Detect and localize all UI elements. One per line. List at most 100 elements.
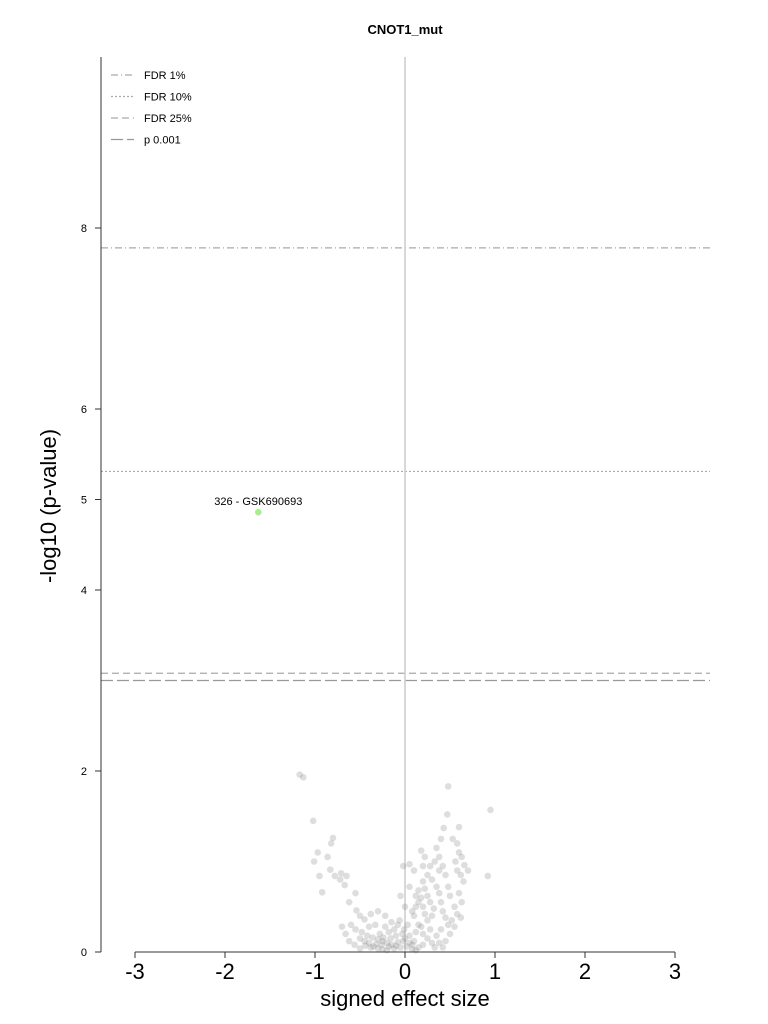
chart-title: CNOT1_mut [367, 22, 443, 37]
data-point [410, 912, 418, 920]
data-point [421, 853, 429, 861]
data-point [451, 923, 458, 930]
data-point [439, 862, 447, 870]
data-point [440, 824, 448, 832]
data-point [351, 941, 358, 949]
data-point [388, 918, 395, 926]
data-point [390, 945, 398, 952]
data-point [390, 926, 398, 933]
data-point [426, 898, 434, 906]
data-point [356, 912, 364, 920]
data-points [296, 771, 494, 954]
data-point [314, 849, 322, 856]
data-point [415, 898, 422, 906]
data-point [361, 916, 368, 923]
data-point [457, 871, 465, 879]
data-point [353, 907, 360, 914]
data-point [435, 867, 443, 874]
data-point [453, 910, 461, 918]
data-point [439, 907, 447, 915]
x-tick-label: 1 [489, 959, 501, 984]
data-point [444, 921, 452, 929]
data-point [374, 945, 382, 952]
data-point [428, 912, 436, 920]
data-point [331, 872, 339, 880]
data-point [327, 840, 335, 847]
highlight-group: 326 - GSK690693 [214, 496, 302, 516]
data-point [310, 858, 318, 865]
data-point [444, 811, 451, 818]
data-point [338, 923, 346, 930]
highlight-point [254, 508, 262, 516]
data-point [401, 903, 409, 911]
data-point [437, 926, 445, 933]
x-tick-label: -3 [125, 959, 145, 984]
data-point [406, 883, 413, 891]
data-point [378, 941, 385, 949]
x-tick-label: 3 [669, 959, 681, 984]
legend-label: FDR 10% [144, 92, 192, 104]
y-tick-label: 0 [81, 947, 87, 959]
data-point [419, 930, 427, 938]
data-point [356, 945, 364, 952]
data-point [412, 903, 420, 911]
data-point [396, 917, 403, 924]
data-point [455, 889, 463, 897]
data-point [449, 835, 457, 843]
data-point [363, 932, 371, 940]
data-point [352, 889, 359, 897]
data-point [453, 840, 461, 847]
data-point [419, 862, 427, 870]
data-point [399, 937, 407, 945]
data-point [453, 867, 461, 874]
data-point [406, 932, 413, 940]
data-point [296, 771, 304, 778]
data-point [397, 892, 404, 900]
data-point [437, 835, 445, 843]
data-point [356, 935, 364, 942]
data-point [408, 945, 416, 953]
data-point [428, 876, 436, 883]
data-point [424, 892, 431, 900]
data-point [446, 892, 454, 900]
data-point [374, 936, 382, 943]
data-point [367, 944, 375, 951]
data-point [421, 910, 429, 918]
data-point [399, 930, 406, 938]
data-point [327, 866, 334, 873]
data-point [424, 935, 431, 942]
data-point [410, 867, 418, 874]
data-point [361, 937, 368, 945]
data-point [457, 914, 465, 921]
data-point [421, 885, 429, 892]
data-point [388, 941, 395, 949]
data-point [464, 867, 472, 874]
y-tick-label: 5 [81, 495, 87, 507]
data-point [392, 942, 400, 949]
data-point [309, 817, 317, 825]
data-point [452, 858, 459, 865]
data-point [406, 939, 413, 947]
data-point [426, 926, 434, 933]
data-point [372, 940, 380, 948]
highlight-label: 326 - GSK690693 [214, 496, 302, 508]
data-point [381, 923, 389, 930]
data-point [387, 935, 394, 942]
data-point [437, 898, 445, 906]
data-point [444, 883, 452, 891]
data-point [329, 834, 337, 842]
data-point [324, 853, 331, 861]
data-point [394, 921, 402, 929]
x-tick-label: -2 [215, 959, 235, 984]
data-point [379, 945, 386, 953]
data-point [412, 892, 420, 900]
legend-label: p 0.001 [144, 135, 181, 147]
data-point [337, 869, 345, 877]
data-point [358, 928, 366, 936]
data-point [419, 878, 427, 885]
data-point [417, 894, 425, 901]
data-point [394, 938, 402, 946]
data-point [345, 937, 353, 945]
data-point [365, 939, 373, 947]
y-axis-label: -log10 (p-value) [36, 429, 61, 583]
